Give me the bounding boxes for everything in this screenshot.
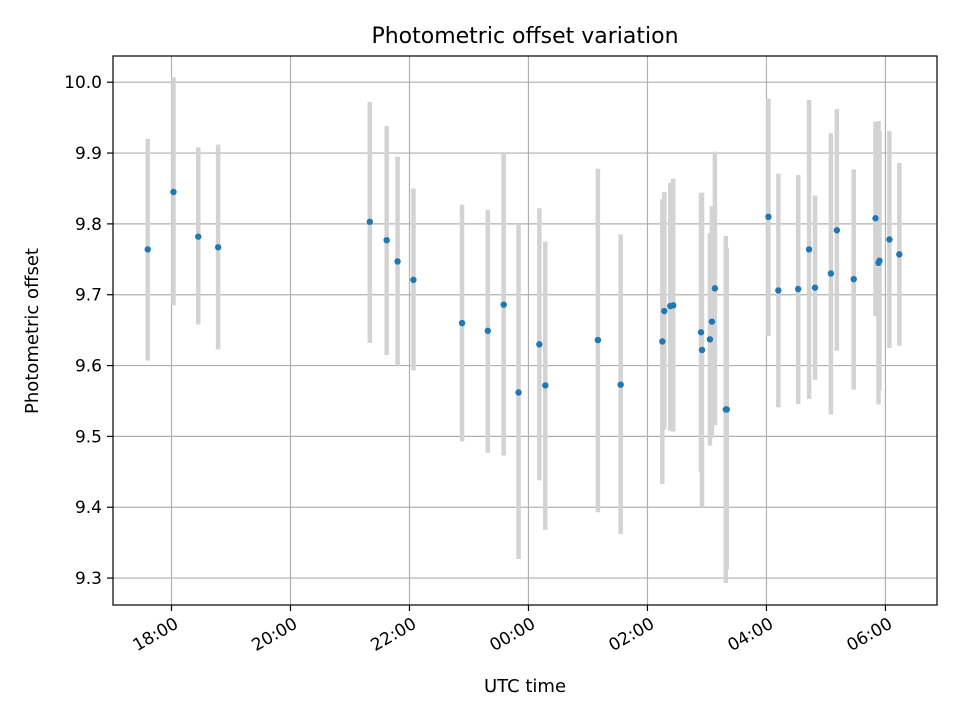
data-point [876,257,883,264]
y-axis-label: Photometric offset [22,248,43,414]
data-point [711,285,719,292]
data-point [708,318,716,325]
data-point [170,188,177,196]
data-point [458,319,466,327]
y-tick-label: 10.0 [64,73,102,93]
data-point [805,246,813,253]
y-tick-label: 9.4 [75,498,102,518]
y-tick-label: 9.3 [75,569,102,589]
data-point [872,215,879,222]
y-tick-label: 9.7 [75,286,102,306]
y-tick-label: 9.9 [75,144,102,164]
data-point [811,284,819,291]
data-point [896,251,903,258]
data-points [144,188,903,413]
data-point [886,236,893,243]
data-point [144,246,151,253]
data-point [617,381,624,388]
x-axis-label: UTC time [484,676,566,697]
data-point [536,341,543,348]
data-point [827,270,835,277]
data-point [706,336,714,343]
data-point [661,307,668,315]
chart-title: Photometric offset variation [371,24,678,49]
data-point [794,285,802,293]
data-point [765,213,772,221]
y-tick-label: 9.8 [75,215,102,235]
data-point [366,218,374,225]
data-point [723,406,730,413]
data-point [214,244,222,251]
data-point [500,301,507,308]
data-point [698,346,706,354]
data-point [670,302,677,309]
data-point [383,236,390,244]
data-point [594,336,602,344]
plot-frame [112,55,938,606]
data-point [410,276,417,284]
data-point [833,227,841,234]
y-tick-label: 9.5 [75,427,102,447]
y-tick-label: 9.6 [75,357,102,377]
data-point [195,233,202,240]
data-point [697,329,705,336]
data-point [659,338,666,345]
data-point [394,258,401,265]
data-point [850,275,857,283]
y-axis-ticks: 9.3 9.4 9.5 9.6 9.7 9.8 9.9 10.0 [64,73,113,589]
data-point [542,382,549,389]
data-point [775,287,782,294]
data-point [515,389,522,396]
data-point [484,327,492,335]
